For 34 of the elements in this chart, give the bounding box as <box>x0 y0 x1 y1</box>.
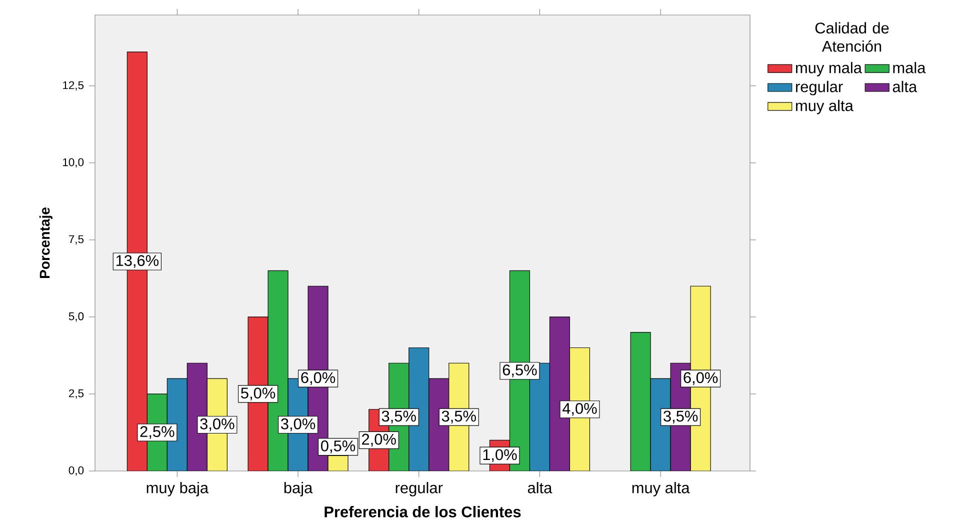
y-tick-label: 5,0 <box>68 312 84 322</box>
data-label: 0,5% <box>321 440 356 454</box>
legend-label: alta <box>892 80 918 92</box>
y-tick-label: 2,5 <box>68 389 84 399</box>
y-axis-title: Porcentaje <box>39 208 52 278</box>
data-label: 1,0% <box>483 449 517 462</box>
data-label: 6,0% <box>301 372 336 385</box>
data-label: 2,5% <box>140 426 174 439</box>
data-label: 3,0% <box>200 418 234 432</box>
legend-label: muy mala <box>796 62 862 76</box>
x-tick-label: regular <box>396 482 443 496</box>
y-tick-label: 7,5 <box>68 235 84 244</box>
x-tick-label: alta <box>528 482 552 494</box>
data-label: 3,5% <box>442 410 476 424</box>
data-label: 6,0% <box>684 372 718 385</box>
legend-label: regular <box>796 80 843 96</box>
data-label: 3,0% <box>281 418 316 432</box>
data-label: 2,0% <box>362 434 396 447</box>
legend-label: muy alta <box>796 100 854 114</box>
y-tick-label: 12,5 <box>63 81 84 90</box>
data-label: 4,0% <box>562 402 597 416</box>
y-tick-label: 10,0 <box>63 158 84 168</box>
legend-title: Calidad de Atención <box>815 22 889 52</box>
data-label: 3,5% <box>664 410 698 424</box>
data-label: 13,6% <box>116 255 159 268</box>
data-label: 5,0% <box>241 388 276 400</box>
x-tick-label: muy baja <box>146 482 209 496</box>
x-tick-label: baja <box>284 482 313 496</box>
legend-label: mala <box>893 62 926 74</box>
x-axis-title: Preferencia de los Clientes <box>324 506 521 518</box>
x-tick-label: muy alta <box>632 482 690 496</box>
y-tick-label: 0,0 <box>68 466 84 476</box>
data-label: 3,5% <box>382 410 416 424</box>
data-label: 6,5% <box>502 364 537 378</box>
